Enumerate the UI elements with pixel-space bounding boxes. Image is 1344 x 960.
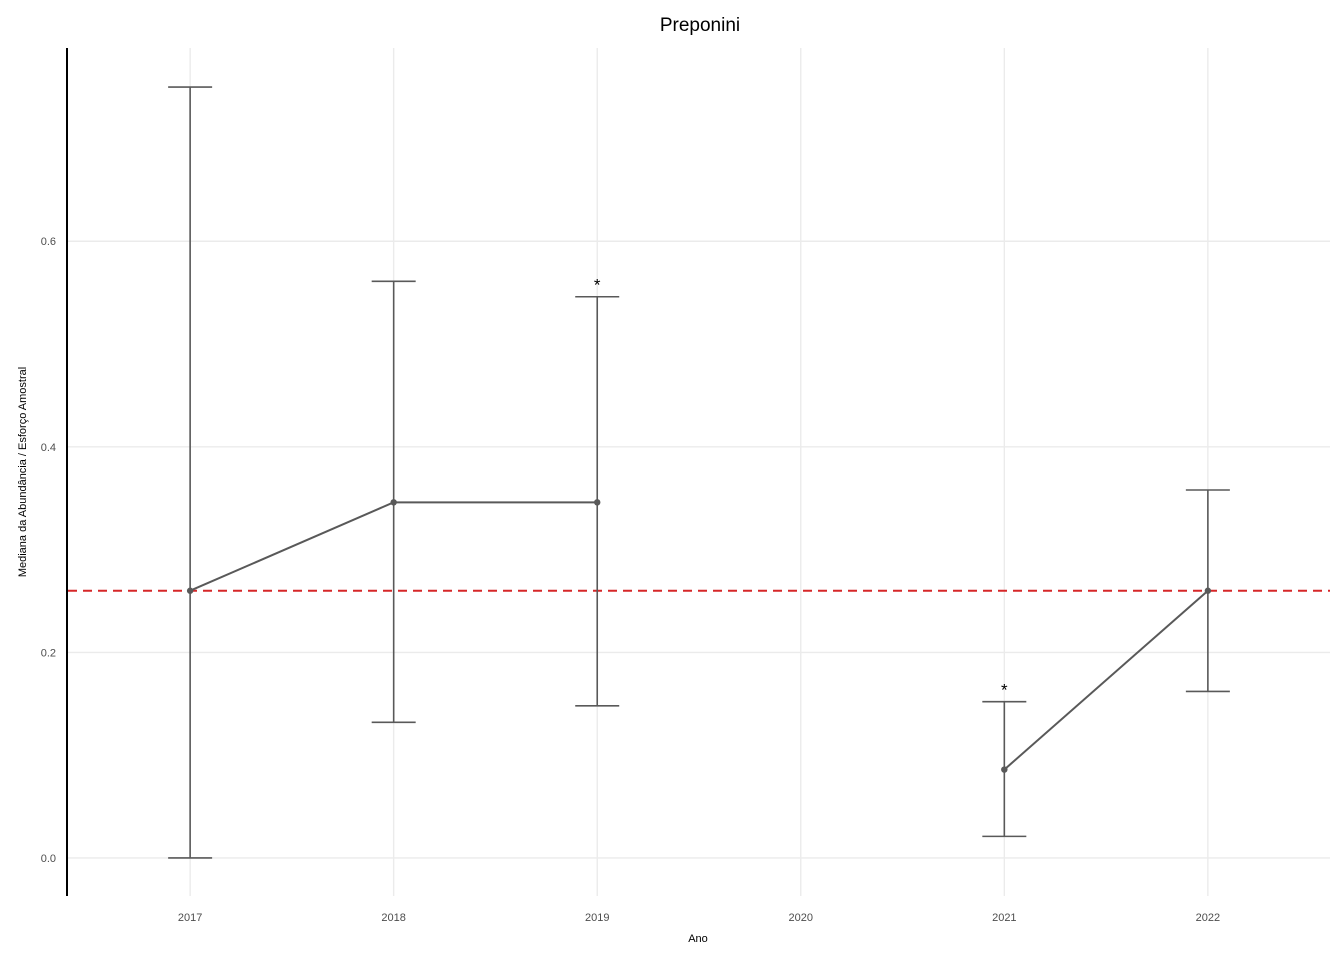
- series-line-segment: [1003, 589, 1209, 771]
- data-point: [1204, 587, 1212, 594]
- x-tick-label: 2018: [381, 912, 405, 924]
- series-layer: **: [168, 86, 1230, 859]
- chart-title: Preponini: [660, 15, 740, 36]
- significance-marker: *: [1001, 681, 1008, 700]
- data-point: [186, 587, 194, 594]
- y-tick-label: 0.6: [41, 236, 56, 248]
- x-tick-label: 2019: [585, 912, 609, 924]
- y-tick-label: 0.4: [41, 442, 56, 454]
- y-axis-label: Mediana da Abundância / Esforço Amostral: [17, 367, 29, 577]
- data-point: [1001, 766, 1008, 773]
- data-point: [390, 499, 397, 506]
- y-tick-labels: 0.0 0.2 0.4 0.6: [41, 236, 56, 865]
- x-tick-labels: 2017 2018 2019 2020 2021 2022: [178, 912, 1220, 924]
- significance-marker: *: [594, 276, 601, 295]
- x-tick-label: 2022: [1196, 912, 1220, 924]
- x-tick-label: 2017: [178, 912, 202, 924]
- series-line-segment: [189, 501, 395, 592]
- y-tick-label: 0.2: [41, 647, 56, 659]
- x-axis-label: Ano: [688, 933, 708, 945]
- data-point: [594, 499, 601, 506]
- x-tick-label: 2020: [789, 912, 813, 924]
- y-tick-label: 0.0: [41, 853, 56, 865]
- grid-layer: [68, 48, 1330, 896]
- x-tick-label: 2021: [992, 912, 1016, 924]
